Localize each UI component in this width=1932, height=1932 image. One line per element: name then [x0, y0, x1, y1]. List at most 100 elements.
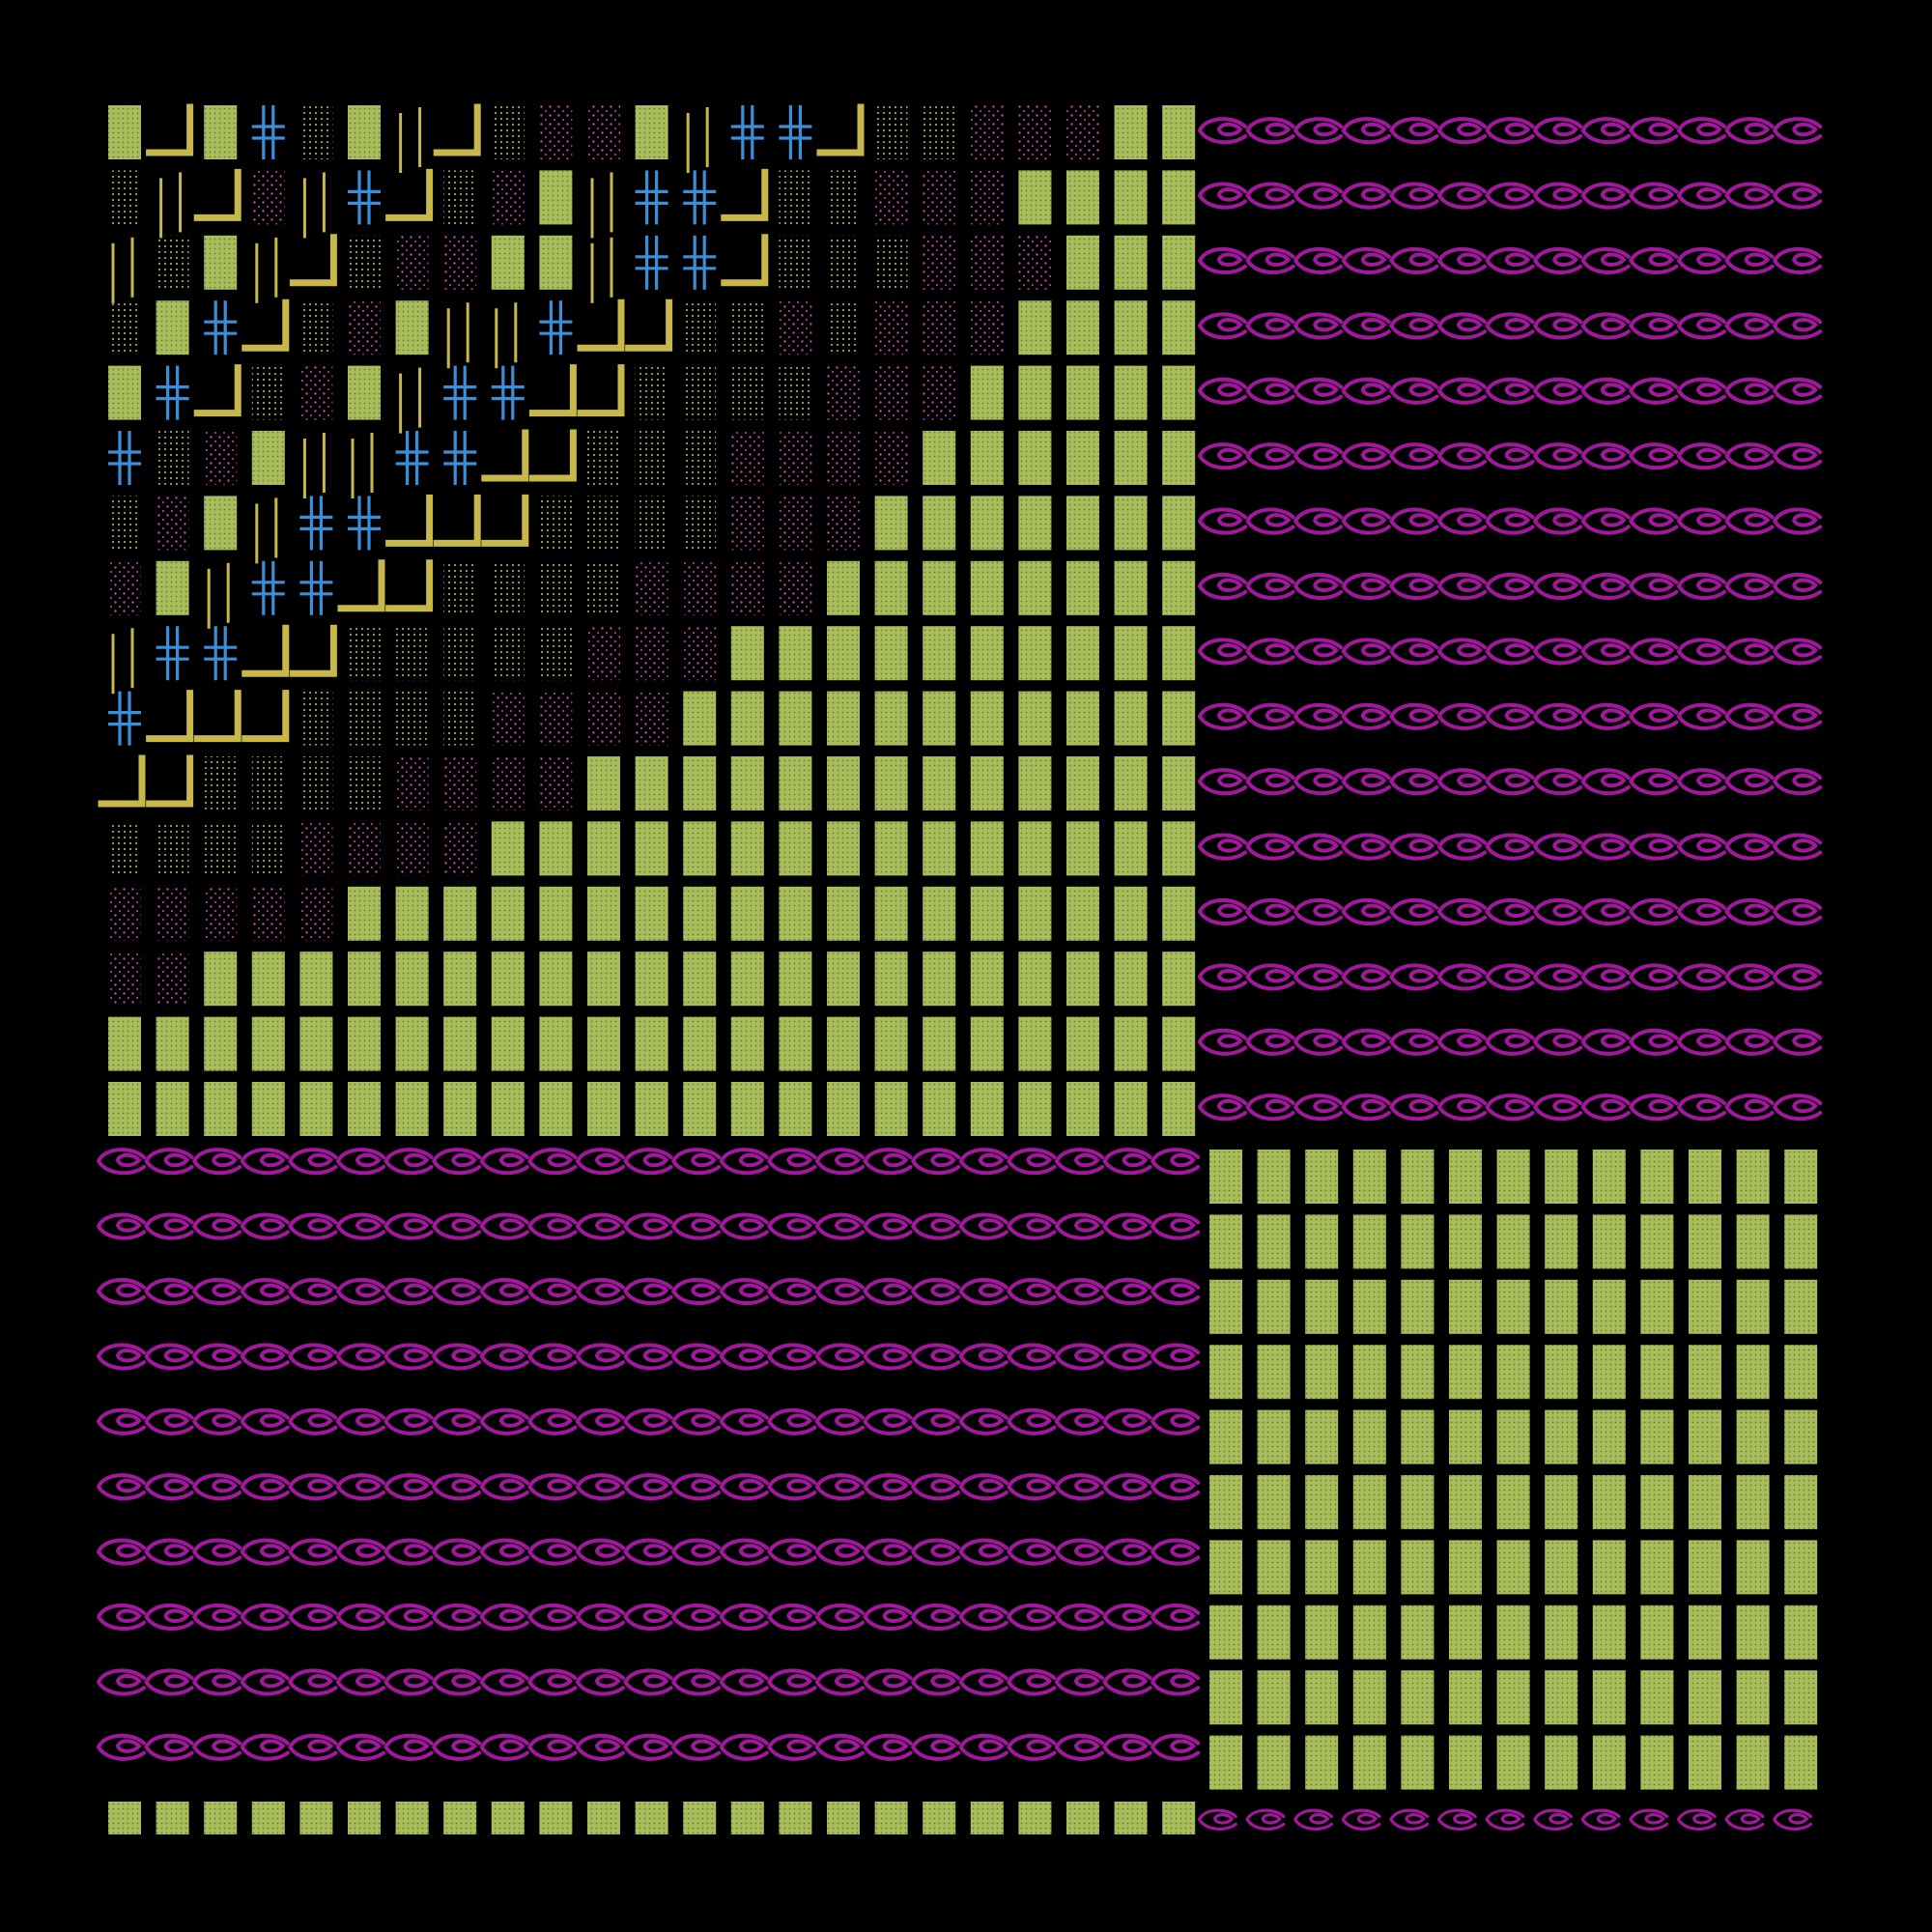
green-dotted-block	[1496, 1735, 1530, 1790]
purple-swirl-glyph	[1772, 573, 1823, 600]
purple-swirl-glyph	[191, 1538, 242, 1566]
green-dotted-block	[683, 1802, 717, 1834]
purple-swirl-glyph	[1389, 377, 1439, 405]
green-dotted-block	[1209, 1475, 1242, 1529]
green-dotted-block	[251, 1082, 285, 1136]
purple-swirl-glyph	[767, 1148, 817, 1176]
green-dotted-block	[587, 886, 620, 941]
purple-swirl-glyph	[288, 1604, 338, 1631]
purple-swirl-glyph	[1245, 963, 1295, 991]
purple-swirl-glyph	[1197, 963, 1247, 991]
purple-swirl-glyph	[1436, 638, 1487, 666]
green-dotted-block	[730, 886, 764, 941]
green-dotted-block	[1640, 1279, 1674, 1334]
green-dotted-block	[204, 105, 238, 159]
purple-swirl-glyph	[1054, 1668, 1104, 1696]
green-dotted-block	[683, 886, 717, 941]
purple-swirl-glyph	[1245, 573, 1295, 600]
yellow-l-corner-stroke	[721, 168, 769, 221]
olive-dot-shade	[348, 756, 381, 810]
purple-swirl-glyph	[1772, 377, 1823, 405]
purple-swirl-glyph	[1054, 1212, 1104, 1240]
purple-swirl-glyph	[1533, 1808, 1573, 1831]
purple-swirl-glyph	[1580, 507, 1631, 535]
green-dotted-block	[108, 1016, 141, 1071]
yellow-l-corner-stroke	[528, 364, 577, 417]
purple-swirl-glyph	[384, 1343, 434, 1371]
purple-swirl-glyph	[670, 1668, 722, 1696]
olive-dot-shade	[299, 691, 333, 746]
yellow-l-corner-stroke	[481, 429, 529, 482]
purple-swirl-glyph	[1245, 702, 1295, 730]
purple-swirl-glyph	[1532, 377, 1583, 405]
olive-dot-shade	[156, 431, 189, 485]
green-dotted-block	[204, 496, 238, 551]
purple-swirl-glyph	[1197, 312, 1247, 340]
green-dotted-block	[1066, 235, 1099, 290]
green-dotted-block	[1545, 1735, 1578, 1790]
green-dotted-block	[251, 431, 285, 485]
purple-swirl-glyph	[1629, 573, 1679, 600]
purple-swirl-glyph	[1724, 768, 1775, 796]
purple-swirl-glyph	[910, 1473, 961, 1501]
green-dotted-block	[1257, 1279, 1291, 1334]
purple-swirl-glyph	[431, 1148, 482, 1176]
green-dotted-block	[827, 691, 860, 746]
purple-swirl-glyph	[1485, 507, 1535, 535]
green-dotted-block	[1162, 691, 1196, 746]
purple-swirl-glyph	[191, 1407, 242, 1435]
purple-swirl-glyph	[191, 1668, 242, 1696]
olive-dot-shade	[923, 105, 956, 159]
yellow-l-corner-stroke	[481, 494, 529, 547]
purple-swirl-glyph	[1629, 768, 1679, 796]
purple-swirl-glyph	[1485, 702, 1535, 730]
purple-swirl-glyph	[863, 1538, 913, 1566]
green-dotted-block	[1162, 886, 1196, 941]
purple-swirl-glyph	[1436, 442, 1487, 470]
purple-swirl-glyph	[1532, 638, 1583, 666]
purple-swirl-glyph	[767, 1733, 817, 1761]
green-dotted-block	[730, 691, 764, 746]
magenta-dot-shade	[108, 886, 141, 941]
purple-swirl-glyph	[96, 1212, 146, 1240]
purple-swirl-glyph	[384, 1278, 434, 1305]
green-dotted-block	[299, 1082, 333, 1136]
purple-swirl-glyph	[1389, 1094, 1439, 1122]
purple-swirl-glyph	[623, 1407, 673, 1435]
purple-swirl-glyph	[863, 1407, 913, 1435]
green-dotted-block	[1592, 1735, 1626, 1790]
purple-swirl-glyph	[1485, 1094, 1535, 1122]
green-dotted-block	[443, 952, 477, 1007]
purple-swirl-glyph	[1676, 377, 1726, 405]
green-dotted-block	[1592, 1540, 1626, 1595]
green-dotted-block	[923, 1016, 956, 1071]
purple-swirl-glyph	[1007, 1668, 1057, 1696]
green-dotted-block	[635, 756, 668, 810]
green-dotted-block	[970, 1016, 1004, 1071]
yellow-vertical-bars	[446, 302, 469, 369]
purple-swirl-glyph	[431, 1278, 482, 1305]
purple-swirl-glyph	[479, 1212, 529, 1240]
purple-swirl-glyph	[527, 1538, 578, 1566]
olive-dot-shade	[443, 560, 477, 615]
green-dotted-block	[923, 886, 956, 941]
yellow-l-corner-stroke	[193, 364, 242, 417]
purple-swirl-glyph	[1341, 702, 1391, 730]
green-dotted-block	[1305, 1279, 1339, 1334]
green-dotted-block	[1545, 1670, 1578, 1725]
purple-swirl-glyph	[958, 1604, 1009, 1631]
purple-swirl-glyph	[958, 1278, 1009, 1305]
green-dotted-block	[1066, 170, 1099, 225]
purple-swirl-glyph	[96, 1733, 146, 1761]
blue-double-cross-icon	[204, 300, 238, 355]
purple-swirl-glyph	[1341, 1094, 1391, 1122]
purple-swirl-glyph	[1054, 1148, 1104, 1176]
green-dotted-block	[1592, 1150, 1626, 1204]
purple-swirl-glyph	[1389, 573, 1439, 600]
purple-swirl-glyph	[1532, 573, 1583, 600]
green-dotted-block	[1352, 1345, 1386, 1400]
olive-dot-shade	[395, 691, 429, 746]
green-dotted-block	[1640, 1409, 1674, 1464]
olive-dot-shade	[491, 560, 525, 615]
green-dotted-block	[251, 1016, 285, 1071]
